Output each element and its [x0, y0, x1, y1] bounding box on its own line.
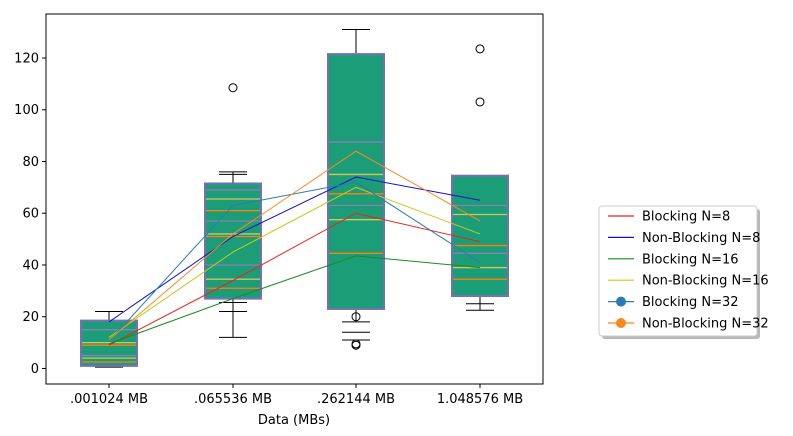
y-tick-label: 0: [31, 362, 39, 377]
legend-label: Non-Blocking N=8: [642, 231, 760, 246]
legend-label: Blocking N=32: [642, 295, 739, 310]
box-outlier: [475, 44, 485, 54]
y-tick-label: 120: [14, 51, 39, 66]
x-axis: .001024 MB .065536 MB .262144 MB 1.048576 M…: [70, 384, 523, 407]
legend[interactable]: Blocking N=8 Non-Blocking N=8 Blocking N=1…: [598, 205, 769, 339]
box-outlier: [351, 312, 361, 322]
series-line: [108, 212, 481, 346]
series-line: [108, 186, 481, 338]
x-tick-label: 1.048576 MB: [437, 392, 523, 407]
series-line: [108, 176, 481, 323]
y-tick-label: 100: [14, 103, 39, 118]
y-tick-label: 40: [22, 258, 39, 273]
series-lines-layer: [108, 150, 481, 346]
series-line: [108, 255, 481, 345]
box-body: [204, 182, 262, 300]
x-tick-label: .065536 MB: [194, 392, 272, 407]
box-body: [451, 174, 509, 298]
box-outlier: [351, 339, 361, 349]
boxes-layer: [80, 29, 509, 368]
y-tick-label: 20: [22, 310, 39, 325]
x-axis-label: Data (MBs): [258, 413, 330, 428]
legend-label: Non-Blocking N=32: [642, 317, 769, 332]
legend-marker: [616, 296, 626, 307]
legend-label: Blocking N=16: [642, 252, 739, 267]
legend-label: Blocking N=8: [642, 210, 730, 225]
box-outlier: [475, 97, 485, 107]
x-tick-label: .262144 MB: [317, 392, 395, 407]
series-line: [108, 181, 481, 342]
y-axis: 0 20 40 60 80 100 120: [14, 51, 46, 377]
legend-label: Non-Blocking N=16: [642, 274, 769, 289]
legend-marker: [616, 318, 626, 328]
box-body: [327, 53, 385, 310]
legend-box: [598, 205, 758, 337]
box-outlier: [228, 83, 238, 93]
x-tick-label: .001024 MB: [70, 392, 148, 407]
series-line: [108, 150, 481, 341]
y-tick-label: 80: [22, 155, 39, 170]
y-tick-label: 60: [22, 207, 39, 222]
